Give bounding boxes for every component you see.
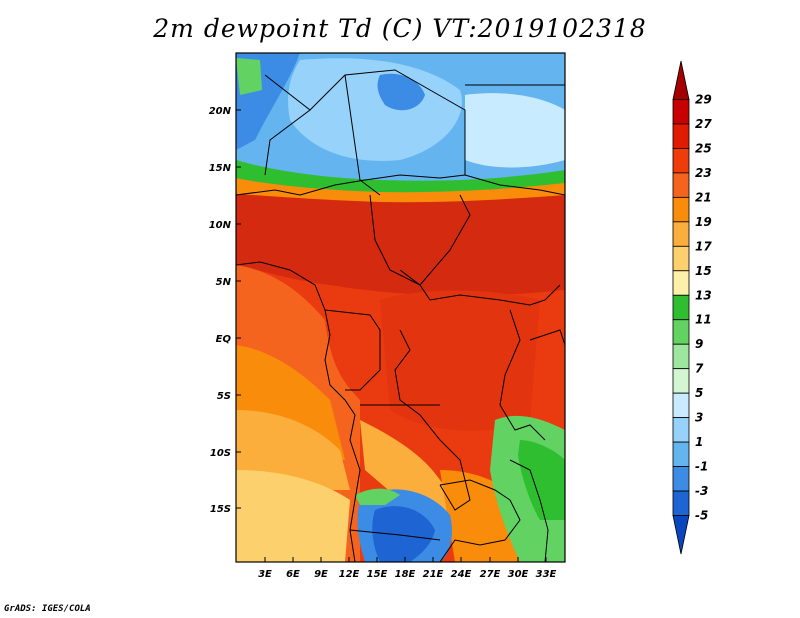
colorbar-label: 11 bbox=[695, 313, 712, 327]
lon-tick-label: 15E bbox=[367, 569, 388, 580]
lon-tick-label: 21E bbox=[423, 569, 444, 580]
colorbar-swatch bbox=[672, 148, 690, 174]
colorbar-swatch bbox=[672, 392, 690, 419]
colorbar-label: 27 bbox=[695, 117, 712, 131]
plot-frame bbox=[235, 52, 566, 563]
colorbar-label: 21 bbox=[695, 190, 712, 204]
colorbar-label: 7 bbox=[695, 362, 704, 376]
colorbar: 29 27 25 23 21 19 17 15 13 11 9 7 5 3 1 -1 -3 -5 bbox=[672, 60, 712, 555]
colorbar-swatch bbox=[672, 441, 690, 467]
lon-tick-label: 33E bbox=[536, 569, 557, 580]
lat-tick-label: 15S bbox=[210, 504, 231, 515]
lat-tick-label: 5N bbox=[216, 277, 232, 288]
colorbar-swatch bbox=[672, 319, 690, 345]
colorbar-swatch bbox=[672, 99, 690, 125]
colorbar-label: -5 bbox=[695, 509, 708, 523]
colorbar-swatch bbox=[672, 270, 690, 296]
lat-tick-label: 10N bbox=[209, 220, 232, 231]
colorbar-label: 17 bbox=[695, 239, 712, 253]
colorbar-swatch bbox=[672, 490, 690, 516]
colorbar-label: 1 bbox=[695, 435, 703, 449]
lon-tick-label: 3E bbox=[258, 569, 272, 580]
latitude-axis: 20N 15N 10N 5N EQ 5S 10S 15S bbox=[209, 106, 241, 515]
lon-tick-label: 9E bbox=[314, 569, 328, 580]
map-title: 2m dewpoint Td (C) VT:2019102318 bbox=[153, 14, 647, 43]
colorbar-label: 29 bbox=[695, 92, 712, 106]
lat-tick-label: 15N bbox=[209, 163, 232, 174]
colorbar-swatch bbox=[672, 417, 690, 443]
colorbar-label: 15 bbox=[695, 264, 712, 278]
colorbar-swatch bbox=[672, 172, 690, 198]
lat-tick-label: 10S bbox=[210, 448, 231, 459]
colorbar-swatch bbox=[672, 515, 690, 555]
lon-tick-label: 30E bbox=[508, 569, 529, 580]
colorbar-label: 3 bbox=[695, 411, 703, 425]
colorbar-swatch bbox=[672, 294, 690, 321]
lat-tick-label: 20N bbox=[209, 106, 232, 117]
lon-tick-label: 12E bbox=[339, 569, 360, 580]
lat-tick-label: 5S bbox=[217, 391, 231, 402]
lon-tick-label: 24E bbox=[451, 569, 472, 580]
lon-tick-label: 6E bbox=[286, 569, 300, 580]
colorbar-label: -3 bbox=[695, 484, 708, 498]
colorbar-label: 19 bbox=[695, 215, 712, 229]
colorbar-swatch bbox=[672, 196, 690, 223]
grads-credit: GrADS: IGES/COLA bbox=[4, 604, 91, 614]
colorbar-label: 13 bbox=[695, 288, 712, 302]
colorbar-swatch bbox=[672, 343, 690, 370]
colorbar-swatch bbox=[672, 368, 690, 394]
dewpoint-field bbox=[236, 53, 565, 562]
colorbar-label: 23 bbox=[695, 166, 712, 180]
lat-tick-label: EQ bbox=[216, 334, 232, 345]
colorbar-swatch bbox=[672, 221, 690, 247]
longitude-axis: 3E 6E 9E 12E 15E 18E 21E 24E 27E 30E 33E bbox=[258, 557, 557, 580]
lon-tick-label: 18E bbox=[395, 569, 416, 580]
lon-tick-label: 27E bbox=[480, 569, 501, 580]
colorbar-swatch bbox=[672, 466, 690, 492]
colorbar-label: -1 bbox=[695, 460, 708, 474]
colorbar-swatch bbox=[672, 245, 690, 272]
colorbar-label: 25 bbox=[695, 141, 712, 155]
country-borders bbox=[236, 69, 565, 562]
colorbar-swatch bbox=[672, 123, 690, 149]
colorbar-swatch bbox=[672, 60, 690, 100]
colorbar-label: 9 bbox=[695, 337, 703, 351]
colorbar-label: 5 bbox=[695, 386, 703, 400]
